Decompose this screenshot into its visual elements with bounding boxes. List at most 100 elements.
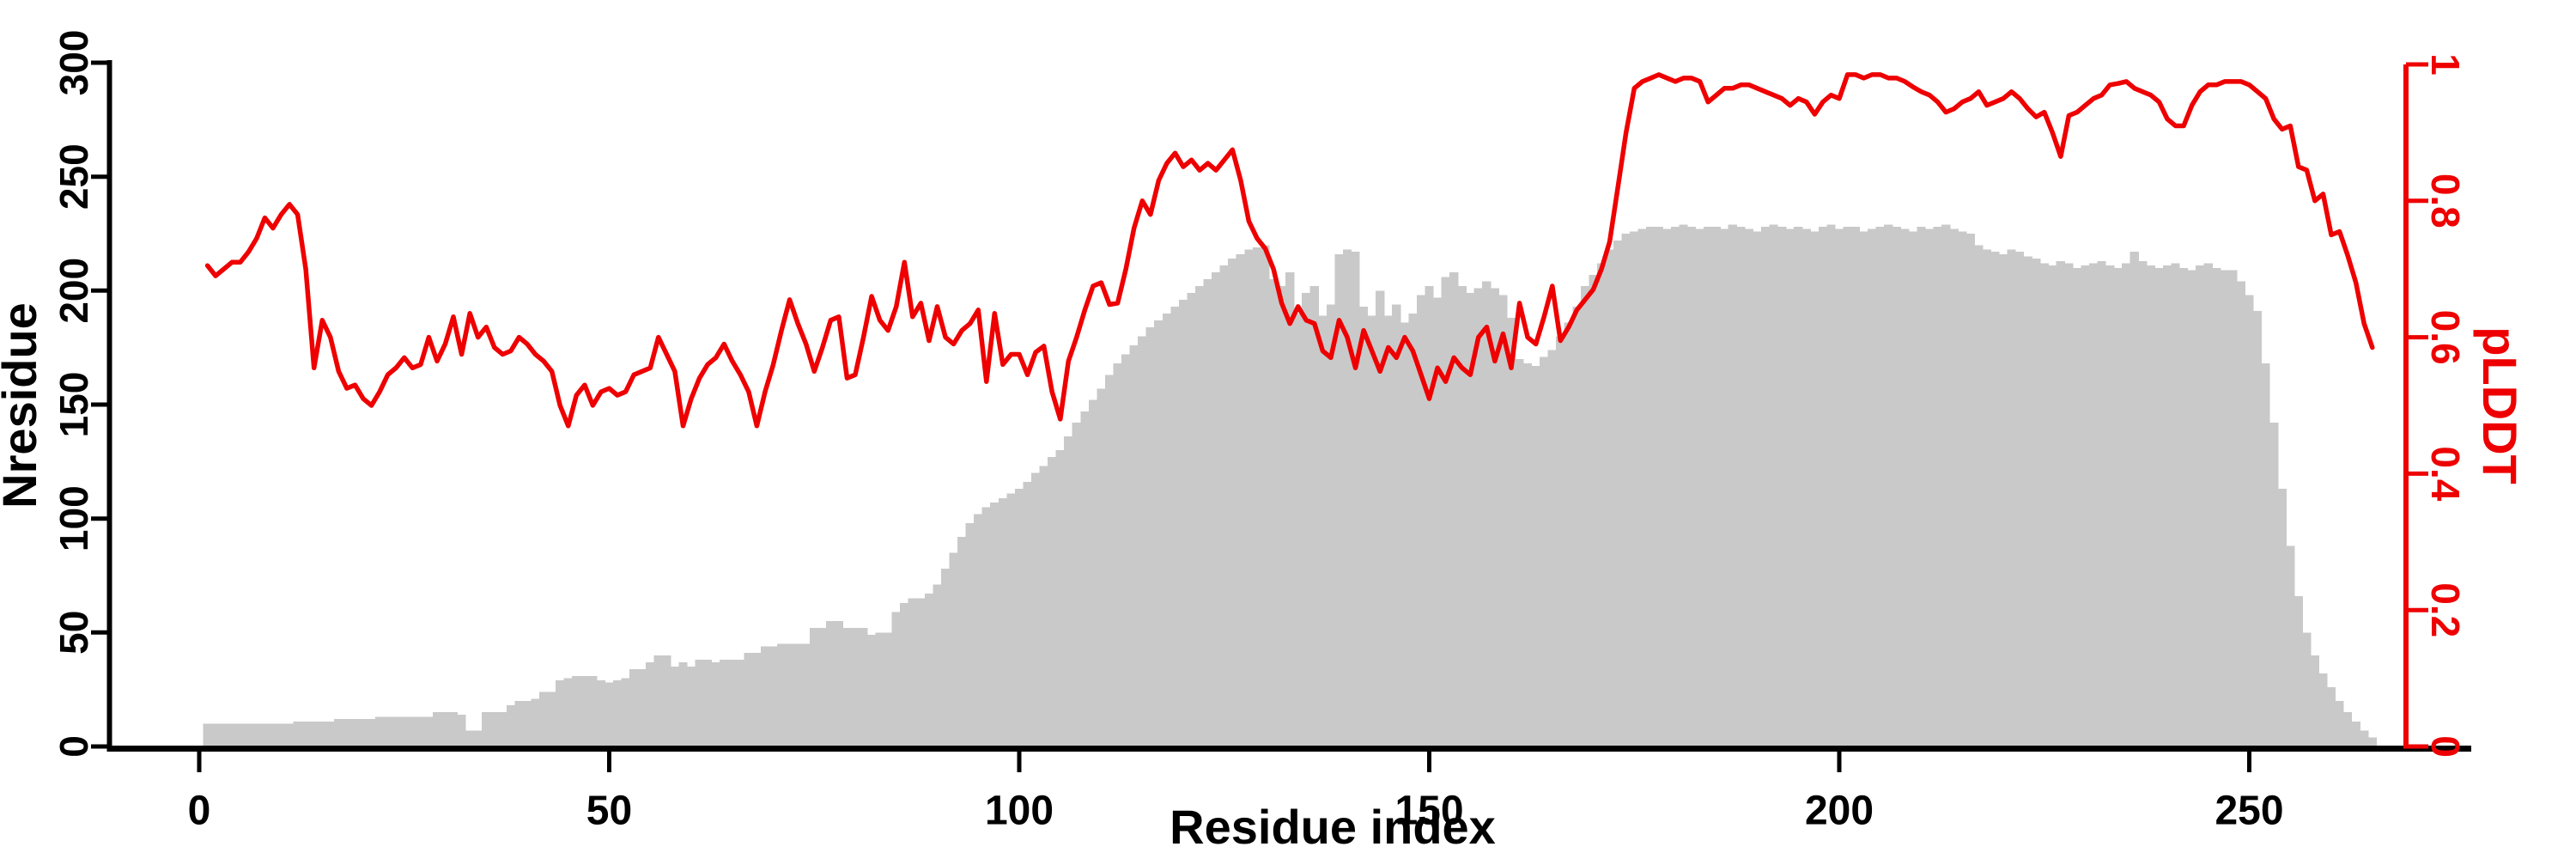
axis-tick-labels: 0 50 100 150 200 250 300 0 50 100 150 200 250 0 0.2 0.4… <box>52 30 2468 834</box>
nresidue-bar <box>875 632 884 751</box>
nresidue-bar <box>1801 228 1811 751</box>
nresidue-bar <box>1990 252 2000 751</box>
nresidue-bar <box>2203 263 2213 751</box>
nresidue-bar <box>1974 245 1984 751</box>
nresidue-bar <box>900 602 909 751</box>
nresidue-bar <box>769 646 778 751</box>
nresidue-bar <box>752 653 762 751</box>
nresidue-bar <box>1728 224 1737 751</box>
nresidue-bar <box>949 552 958 751</box>
nresidue-bar <box>785 643 794 751</box>
nresidue-bar <box>834 621 844 751</box>
nresidue-bar <box>2212 267 2221 751</box>
nresidue-bar <box>2351 721 2360 751</box>
nresidue-bar <box>933 584 942 751</box>
nresidue-bar <box>686 667 696 751</box>
nresidue-bar <box>547 691 556 751</box>
nresidue-bar <box>974 514 983 751</box>
nresidue-bar <box>1203 279 1212 751</box>
nresidue-bar <box>1958 231 1967 751</box>
nresidue-bar <box>301 721 311 751</box>
nresidue-bar <box>1834 228 1844 751</box>
nresidue-bar <box>1564 322 1573 751</box>
nresidue-bar <box>1236 253 1245 751</box>
nresidue-bar <box>1531 365 1540 751</box>
nresidue-bar <box>1515 358 1524 751</box>
nresidue-bar <box>1351 252 1360 751</box>
nresidue-bar <box>2236 281 2246 751</box>
nresidue-bar <box>1547 350 1557 751</box>
nresidue-bar <box>1949 228 1959 751</box>
nresidue-bar <box>350 719 360 751</box>
nresidue-bar <box>727 660 737 751</box>
nresidue-bar <box>1367 315 1376 751</box>
right-axis-tick-label: 0.4 <box>2423 446 2468 501</box>
nresidue-bar <box>2335 700 2344 751</box>
nresidue-bar <box>2261 363 2270 751</box>
nresidue-bar <box>1293 313 1303 751</box>
nresidue-bar <box>2122 263 2131 751</box>
nresidue-bar <box>2360 730 2369 751</box>
right-axis-title: pLDDT <box>2473 326 2527 484</box>
nresidue-bar <box>2228 270 2238 751</box>
nresidue-bar <box>1540 356 1549 751</box>
nresidue-bar <box>235 723 245 751</box>
nresidue-bar <box>2113 267 2123 751</box>
nresidue-bar <box>1859 231 1868 751</box>
nresidue-bar <box>2269 423 2279 751</box>
nresidue-bar <box>1039 466 1048 751</box>
nresidue-bar <box>2138 260 2148 751</box>
nresidue-bar <box>1982 249 1992 751</box>
nresidue-bar <box>859 628 868 751</box>
nresidue-bar <box>1794 227 1803 751</box>
nresidue-bar <box>2097 260 2106 751</box>
nresidue-bar <box>1309 286 1319 751</box>
nresidue-bar <box>2056 260 2065 751</box>
nresidue-bar <box>1187 292 1196 751</box>
nresidue-bar <box>2081 265 2090 751</box>
nresidue-bar <box>1884 224 1893 751</box>
nresidue-bar <box>588 675 598 751</box>
nresidue-bar <box>538 691 549 751</box>
nresidue-bar <box>1777 227 1787 751</box>
nresidue-bar <box>1326 304 1336 751</box>
nresidue-bar <box>2252 311 2263 751</box>
nresidue-bar <box>1104 375 1115 751</box>
nresidue-bar <box>908 598 917 751</box>
nresidue-bar <box>826 621 835 751</box>
nresidue-bar <box>1875 227 1885 751</box>
nresidue-bar <box>965 522 975 751</box>
nresidue-bar <box>203 723 212 751</box>
nresidue-bar <box>924 594 934 751</box>
nresidue-bar <box>1113 363 1122 751</box>
nresidue-bar <box>416 716 425 751</box>
nresidue-bar <box>1753 231 1762 751</box>
nresidue-bar <box>1522 363 1533 751</box>
nresidue-bar <box>1268 279 1279 751</box>
nresidue-bar <box>1228 259 1237 751</box>
nresidue-bar <box>2220 270 2229 751</box>
nresidue-bar <box>1006 493 1016 751</box>
nresidue-bar <box>2032 259 2041 751</box>
nresidue-bar <box>1358 306 1369 751</box>
nresidue-bar <box>1277 286 1286 751</box>
nresidue-bar <box>367 719 376 751</box>
nresidue-bar <box>866 634 877 751</box>
nresidue-bar <box>605 682 614 751</box>
nresidue-bar <box>1917 227 1926 751</box>
nresidue-bar <box>1121 354 1131 751</box>
nresidue-bar <box>1736 227 1746 751</box>
nresidue-bar <box>318 721 327 751</box>
nresidue-bar <box>1080 411 1090 751</box>
nresidue-bar <box>1088 399 1098 751</box>
nresidue-bar <box>760 646 770 751</box>
nresidue-bar <box>2171 263 2180 751</box>
nresidue-bar <box>1646 227 1656 751</box>
nresidue-bar <box>1695 228 1704 751</box>
nresidue-bar <box>736 660 745 751</box>
nresidue-bar <box>1064 436 1073 751</box>
nresidue-bar <box>1769 224 1778 751</box>
left-axis-tick-label: 150 <box>52 372 96 438</box>
